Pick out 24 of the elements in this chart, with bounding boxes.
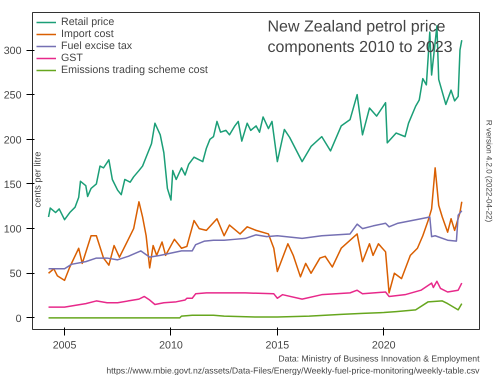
y-tick-label: 200 <box>4 134 22 146</box>
x-tick-label: 2010 <box>159 340 183 352</box>
legend-label: Emissions trading scheme cost <box>61 64 208 76</box>
text: Data: Ministry of Business Innovation & Employment <box>278 354 480 364</box>
y-tick-label: 300 <box>4 45 22 58</box>
legend-label: GST <box>61 52 83 64</box>
legend-label: Import cost <box>61 28 114 40</box>
y-axis-title: cents per litre <box>32 151 42 208</box>
text: https://www.mbie.govt.nz/assets/Data-Files/Energy/Weekly-fuel-price-monitoring/weekly-table.csv <box>106 366 480 375</box>
x-tick-label: 2005 <box>52 340 76 352</box>
legend-label: Fuel excise tax <box>61 40 132 52</box>
line-series <box>48 280 463 308</box>
x-tick-label: 2015 <box>266 340 290 352</box>
y-tick-label: 100 <box>4 224 22 236</box>
y-tick-label: 0 <box>16 312 22 325</box>
text: R version 4.2.0 (2022-04-22) <box>484 120 494 222</box>
x-tick-label: 2020 <box>372 340 396 352</box>
y-tick-label: 250 <box>4 90 22 102</box>
legend-label: Retail price <box>61 16 114 28</box>
line-series <box>48 300 463 319</box>
line-series <box>48 167 463 294</box>
y-tick-label: 150 <box>4 178 22 191</box>
y-tick-label: 50 <box>10 268 22 280</box>
line-series <box>48 210 463 270</box>
